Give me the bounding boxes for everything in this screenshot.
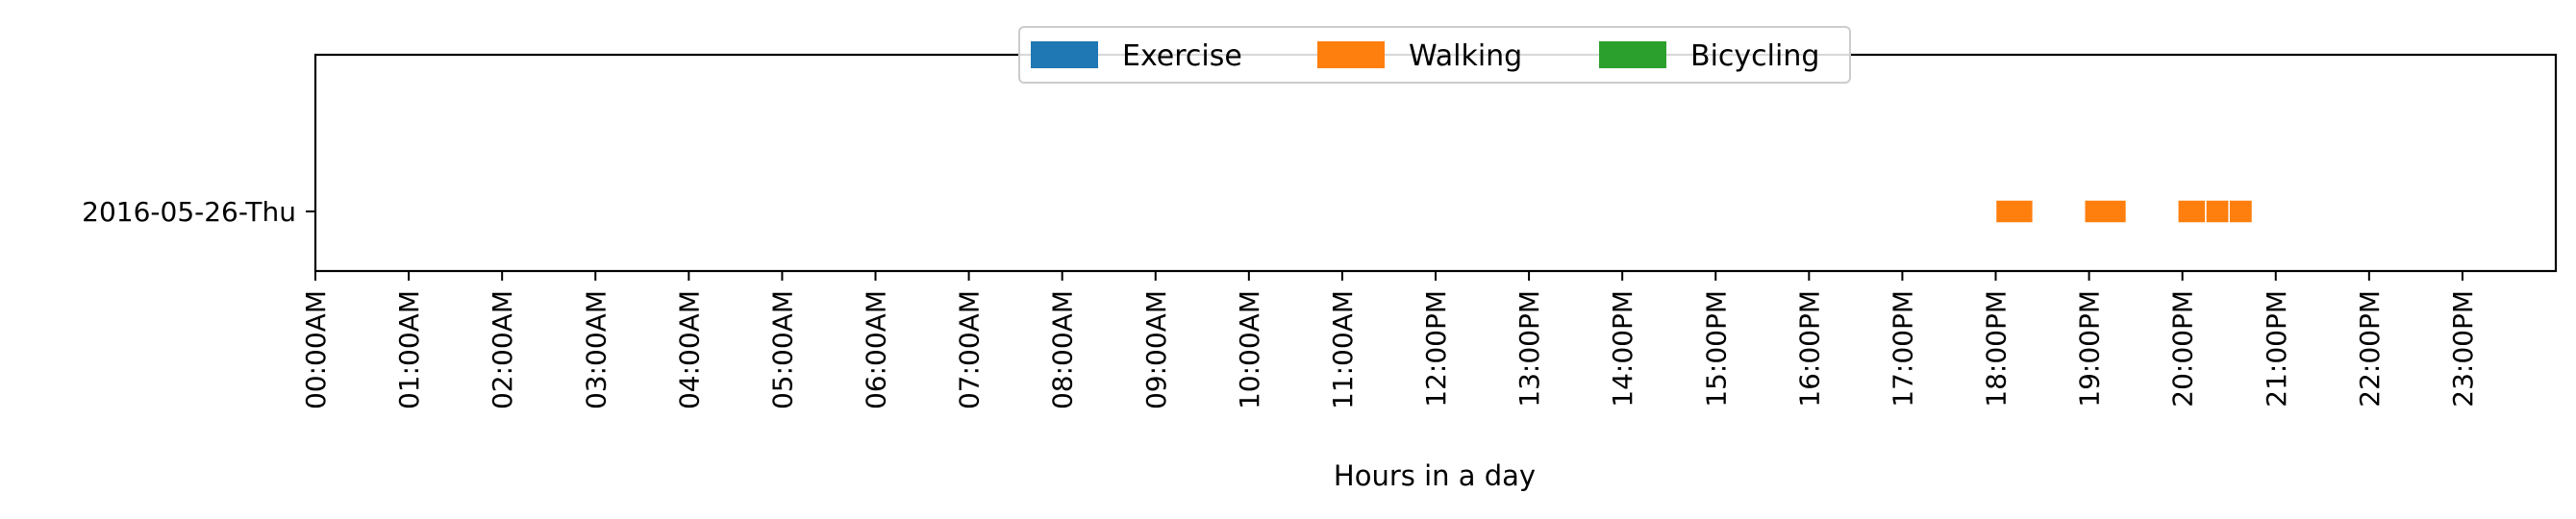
x-tick-label: 12:00PM [1420,290,1452,408]
x-axis-title: Hours in a day [1334,459,1536,492]
bar-walking-segment [2228,199,2254,224]
legend-label-bicycling: Bicycling [1690,39,1819,73]
x-tick-label: 22:00PM [2354,290,2386,408]
plot-area [315,55,2556,271]
x-tick-label: 01:00AM [393,290,425,409]
x-axis: 00:00AM 01:00AM 02:00AM 03:00AM 04:00AM 05:00… [300,271,2479,409]
x-tick-label: 09:00AM [1140,290,1172,409]
legend-swatch-exercise [1031,41,1098,68]
legend-swatch-walking [1317,41,1385,68]
x-tick-label: 06:00AM [861,290,892,409]
x-tick-label: 14:00PM [1607,290,1638,408]
x-tick-label: 18:00PM [1981,290,2013,408]
bar-walking-segment [2205,199,2230,224]
y-axis: 2016-05-26-Thu [82,196,315,228]
x-tick-label: 07:00AM [954,290,986,409]
x-tick-label: 15:00PM [1700,290,1732,408]
bar-walking-segment [2083,199,2128,224]
x-tick-label: 11:00AM [1327,290,1359,409]
legend-label-exercise: Exercise [1122,39,1242,73]
x-tick-label: 19:00PM [2074,290,2106,408]
legend-swatch-bicycling [1599,41,1666,68]
x-tick-label: 10:00AM [1234,290,1265,409]
x-tick-label: 21:00PM [2261,290,2292,408]
bar-walking-segment [1994,199,2035,224]
x-tick-label: 13:00PM [1513,290,1545,408]
x-tick-label: 05:00AM [766,290,798,409]
x-tick-label: 02:00AM [487,290,518,409]
x-tick-label: 17:00PM [1887,290,1918,408]
x-tick-label: 20:00PM [2167,290,2199,408]
x-tick-label: 08:00AM [1047,290,1079,409]
x-tick-label: 00:00AM [300,290,332,409]
x-tick-label: 16:00PM [1793,290,1825,408]
x-tick-label: 04:00AM [673,290,705,409]
legend-label-walking: Walking [1409,39,1522,73]
x-tick-label: 03:00AM [580,290,612,409]
y-tick-label: 2016-05-26-Thu [82,196,296,228]
bars-layer [1994,199,2254,224]
legend: Exercise Walking Bicycling [1018,26,1851,84]
legend-box [1018,26,1851,84]
bar-walking-segment [2177,199,2207,224]
x-tick-label: 23:00PM [2447,290,2479,408]
